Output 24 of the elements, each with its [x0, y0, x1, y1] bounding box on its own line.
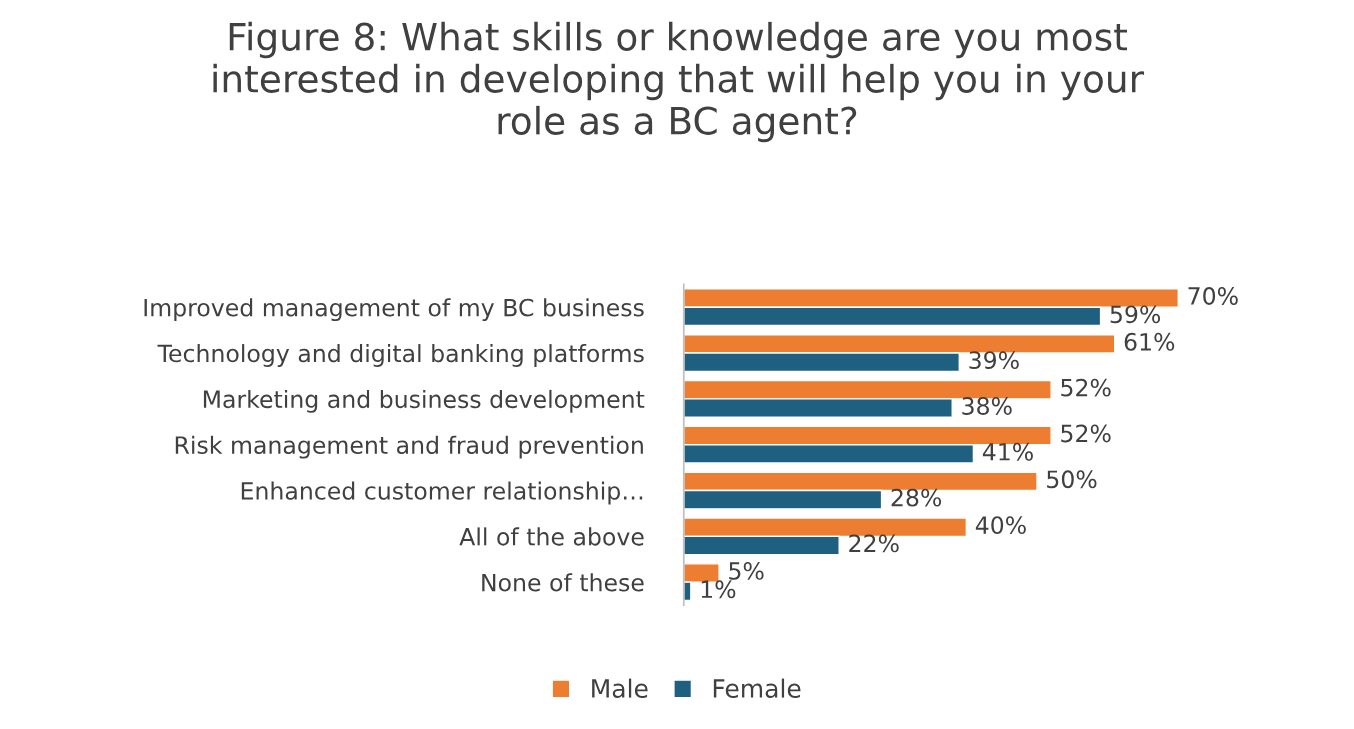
legend-label: Female [713, 678, 801, 698]
data-label: 40% [975, 516, 1026, 535]
data-label: 52% [1061, 424, 1111, 443]
y-tick-label: Risk management and fraud prevention [175, 435, 643, 459]
data-label: 28% [891, 488, 942, 507]
data-label: 22% [849, 534, 899, 553]
data-label: 38% [962, 397, 1012, 415]
data-label: 70% [1188, 287, 1238, 305]
data-label: 41% [982, 442, 1033, 461]
y-tick-label: Enhanced customer relationship… [241, 481, 643, 505]
data-label: 39% [969, 351, 1019, 370]
y-tick-label: All of the above [459, 527, 644, 546]
data-label: 5% [729, 561, 764, 580]
y-tick-label: Marketing and business development [203, 389, 645, 413]
y-tick-label: None of these [482, 573, 644, 592]
data-label: 61% [1124, 332, 1175, 351]
y-tick-label: Improved management of my BC business [144, 298, 644, 322]
data-label: 1% [701, 580, 736, 599]
data-label: 52% [1061, 378, 1111, 397]
data-label: 50% [1047, 470, 1097, 489]
data-label: 59% [1110, 305, 1161, 324]
legend-label: Male [592, 678, 648, 698]
chart-title: Figure 8: What skills or knowledge are you most interested in developing that will help you in your role as a BC agent? [213, 21, 1145, 143]
y-tick-label: Technology and digital banking platforms [157, 344, 644, 367]
